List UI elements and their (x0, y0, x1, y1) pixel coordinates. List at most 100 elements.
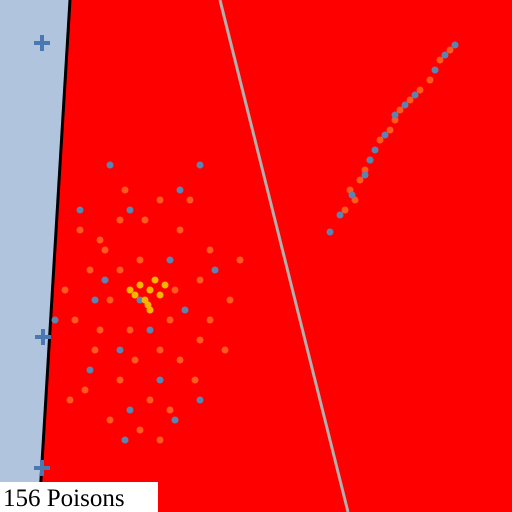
point (191, 376, 199, 384)
point (51, 316, 59, 324)
point (136, 281, 144, 289)
point (86, 266, 94, 274)
point (341, 206, 349, 214)
point (156, 376, 164, 384)
point (131, 291, 139, 299)
point (146, 396, 154, 404)
point (211, 266, 219, 274)
point (116, 346, 124, 354)
point (106, 416, 114, 424)
point (116, 376, 124, 384)
annotation: 156 Poisons (3, 485, 125, 512)
point (401, 101, 409, 109)
point (166, 256, 174, 264)
point (381, 131, 389, 139)
point (181, 306, 189, 314)
point (426, 76, 434, 84)
point (121, 436, 129, 444)
plus-point (34, 35, 50, 51)
point (411, 91, 419, 99)
point (126, 326, 134, 334)
point (391, 116, 399, 124)
point (131, 356, 139, 364)
point (86, 366, 94, 374)
point (206, 246, 214, 254)
point (141, 216, 149, 224)
point (176, 186, 184, 194)
point (348, 191, 356, 199)
point (196, 336, 204, 344)
point (106, 161, 114, 169)
plus-point (35, 329, 51, 345)
point (206, 316, 214, 324)
label-box (0, 482, 158, 512)
point (136, 256, 144, 264)
point (431, 66, 439, 74)
point (121, 186, 129, 194)
point (76, 206, 84, 214)
point (196, 276, 204, 284)
point (76, 226, 84, 234)
point (391, 111, 399, 119)
point (126, 206, 134, 214)
point (96, 236, 104, 244)
decision-boundary (37, 0, 72, 512)
point (151, 276, 159, 284)
point (66, 396, 74, 404)
point (436, 56, 444, 64)
point (126, 406, 134, 414)
point (446, 46, 454, 54)
point (186, 196, 194, 204)
point (451, 41, 459, 49)
point (176, 356, 184, 364)
point (196, 396, 204, 404)
safe-region (0, 0, 70, 512)
point (406, 96, 414, 104)
point (161, 281, 169, 289)
point (336, 211, 344, 219)
point (61, 286, 69, 294)
point (196, 161, 204, 169)
point (171, 286, 179, 294)
point (136, 426, 144, 434)
point (71, 316, 79, 324)
point (156, 196, 164, 204)
point (171, 416, 179, 424)
point (166, 316, 174, 324)
point (441, 51, 449, 59)
point (361, 171, 369, 179)
point (146, 286, 154, 294)
point (156, 436, 164, 444)
point (116, 266, 124, 274)
point (96, 326, 104, 334)
point (91, 346, 99, 354)
point (91, 296, 99, 304)
point (221, 346, 229, 354)
plus-point (34, 460, 50, 476)
point (176, 226, 184, 234)
point (144, 301, 152, 309)
point (326, 228, 334, 236)
point (106, 296, 114, 304)
point (356, 176, 364, 184)
point (376, 136, 384, 144)
point (236, 256, 244, 264)
point (371, 146, 379, 154)
point (156, 346, 164, 354)
point (116, 216, 124, 224)
point (386, 126, 394, 134)
point (146, 326, 154, 334)
point (396, 106, 404, 114)
point (226, 296, 234, 304)
point (81, 386, 89, 394)
point (366, 156, 374, 164)
point (416, 86, 424, 94)
point (101, 276, 109, 284)
point (101, 246, 109, 254)
point (156, 291, 164, 299)
point (126, 286, 134, 294)
point (361, 166, 369, 174)
